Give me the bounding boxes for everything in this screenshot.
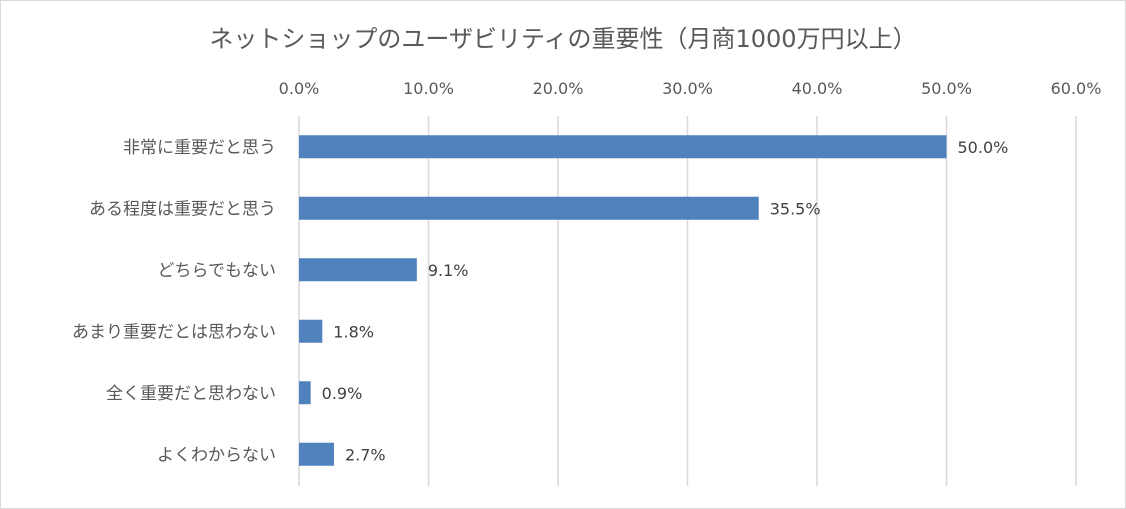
chart-title: ネットショップのユーザビリティの重要性（月商1000万円以上） [209, 25, 917, 53]
x-tick-label: 20.0% [533, 79, 584, 98]
bar [299, 381, 311, 405]
category-label: 全く重要だと思わない [106, 384, 276, 404]
bar [299, 319, 323, 343]
category-label: よくわからない [157, 445, 276, 465]
bar [299, 442, 334, 466]
data-label: 2.7% [345, 445, 386, 464]
bar [299, 135, 947, 159]
data-label: 9.1% [428, 261, 469, 280]
x-tick-label: 10.0% [403, 79, 454, 98]
data-label: 1.8% [333, 322, 374, 341]
x-tick-label: 30.0% [662, 79, 713, 98]
x-tick-label: 40.0% [792, 79, 843, 98]
x-tick-label: 50.0% [921, 79, 972, 98]
bar [299, 258, 417, 282]
x-tick-label: 0.0% [279, 79, 320, 98]
data-label: 0.9% [322, 384, 363, 403]
data-label: 50.0% [958, 138, 1009, 157]
category-label: あまり重要だとは思わない [72, 322, 276, 342]
data-label: 35.5% [770, 199, 821, 218]
category-label: ある程度は重要だと思う [89, 199, 276, 219]
bar [299, 196, 759, 220]
category-label: どちらでもない [158, 261, 277, 281]
category-label: 非常に重要だと思う [123, 138, 276, 158]
x-tick-label: 60.0% [1051, 79, 1102, 98]
